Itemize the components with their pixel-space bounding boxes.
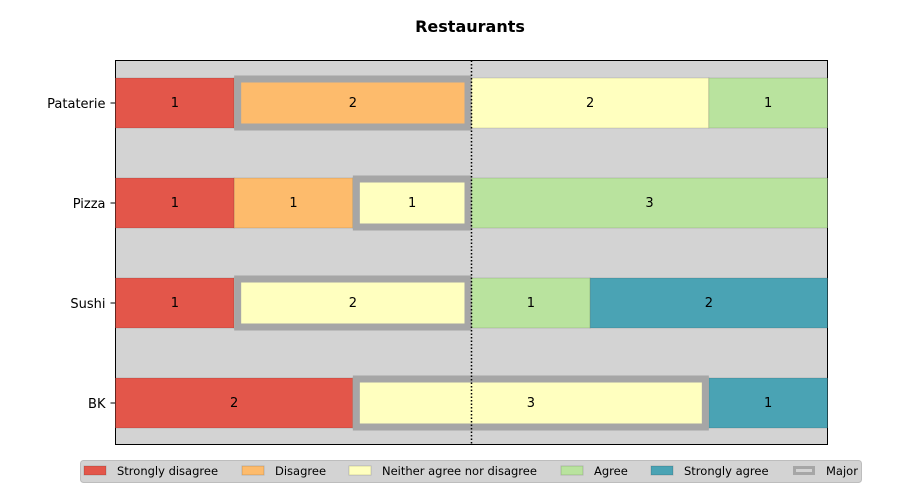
bar-label-sushi-strongly-agree: 2 — [705, 296, 713, 311]
legend-swatch-agree — [560, 465, 584, 476]
legend-label-strongly-agree: Strongly agree — [684, 464, 769, 478]
legend-label-disagree: Disagree — [275, 464, 326, 478]
bar-label-sushi-agree: 1 — [527, 296, 535, 311]
bar-bk-neither-agree-nor-disagree — [352, 377, 710, 429]
bar-pizza-disagree — [233, 177, 354, 229]
bar-pizza-neither-agree-nor-disagree — [352, 177, 473, 229]
major-outline-pizza — [352, 175, 472, 231]
major-outline-sushi — [234, 275, 472, 331]
bar-label-pizza-disagree: 1 — [289, 196, 297, 211]
legend-swatch-strongly-disagree — [83, 465, 107, 476]
bar-label-pataterie-strongly-disagree: 1 — [171, 96, 179, 111]
y-tick-label-pizza: Pizza — [73, 197, 106, 212]
legend-swatch-strongly-agree — [650, 465, 674, 476]
bar-label-pizza-neither-agree-nor-disagree: 1 — [408, 196, 416, 211]
major-outline-pataterie — [234, 75, 472, 131]
legend-label-neither-agree-nor-disagree: Neither agree nor disagree — [382, 464, 537, 478]
bar-label-pataterie-disagree: 2 — [349, 96, 357, 111]
major-layer — [234, 75, 709, 431]
bar-label-pataterie-agree: 1 — [764, 96, 772, 111]
y-axis: Pataterie Pizza Sushi BK — [47, 97, 116, 412]
bar-sushi-agree — [471, 277, 591, 329]
legend-swatch-disagree — [241, 465, 265, 476]
legend-label-major: Major — [826, 464, 858, 478]
bar-label-pizza-agree: 3 — [645, 196, 653, 211]
bar-pataterie-agree — [708, 77, 828, 129]
bar-label-bk-strongly-agree: 1 — [764, 396, 772, 411]
y-tick-label-bk: BK — [88, 397, 106, 412]
y-tick-label-pataterie: Pataterie — [47, 97, 105, 112]
bar-bk-strongly-disagree — [115, 377, 354, 429]
y-tick-label-sushi: Sushi — [70, 297, 105, 312]
legend-swatch-neither-agree-nor-disagree — [348, 465, 372, 476]
bars-layer — [115, 77, 829, 429]
bar-label-bk-neither-agree-nor-disagree: 3 — [527, 396, 535, 411]
bar-sushi-strongly-disagree — [115, 277, 235, 329]
bar-label-bk-strongly-disagree: 2 — [230, 396, 238, 411]
bar-pataterie-neither-agree-nor-disagree — [471, 77, 710, 129]
legend: Strongly disagree Disagree Neither agree n… — [80, 460, 862, 483]
bar-label-sushi-strongly-disagree: 1 — [171, 296, 179, 311]
bar-sushi-strongly-agree — [589, 277, 829, 329]
chart-title: Restaurants — [415, 17, 525, 36]
bar-label-sushi-neither-agree-nor-disagree: 2 — [349, 296, 357, 311]
legend-label-agree: Agree — [594, 464, 628, 478]
major-outline-bk — [352, 375, 709, 431]
bar-label-pataterie-neither-agree-nor-disagree: 2 — [586, 96, 594, 111]
bar-label-pizza-strongly-disagree: 1 — [171, 196, 179, 211]
bar-pataterie-strongly-disagree — [115, 77, 235, 129]
legend-swatch-major — [793, 466, 815, 475]
labels-layer: 1 2 2 1 1 1 1 3 1 2 1 2 2 3 1 — [171, 96, 773, 411]
legend-label-strongly-disagree: Strongly disagree — [117, 464, 218, 478]
bar-pizza-strongly-disagree — [115, 177, 235, 229]
